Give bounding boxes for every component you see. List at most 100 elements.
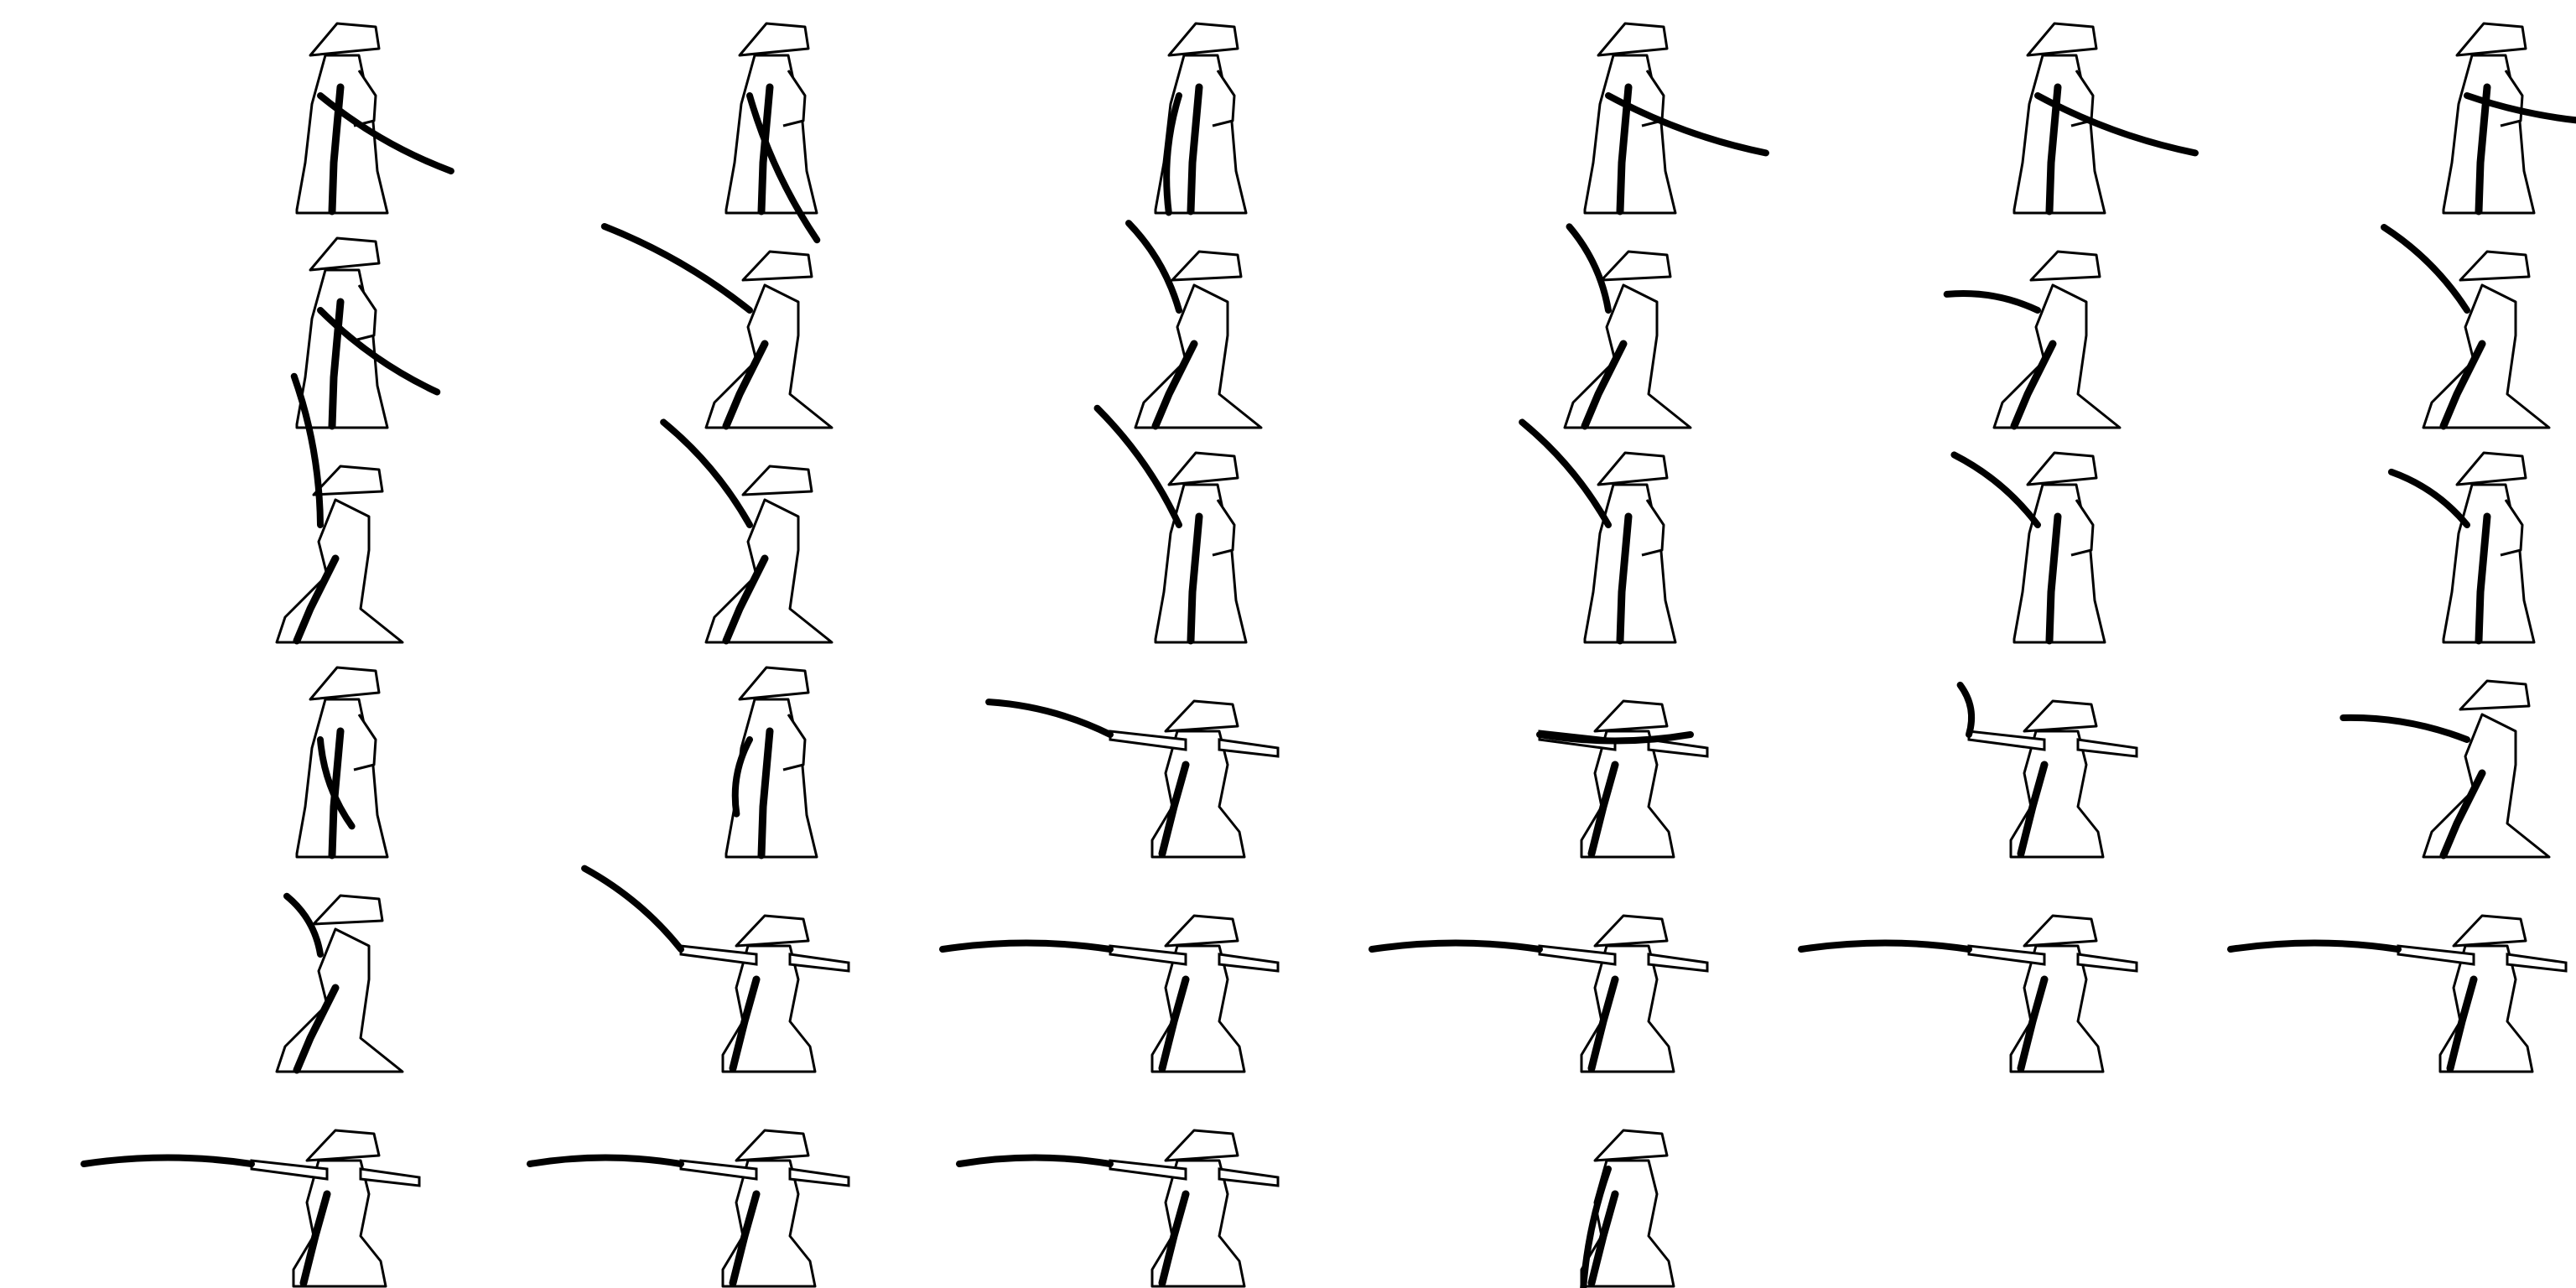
samurai-sprite (1581, 1130, 1674, 1288)
samurai-sprite (1943, 252, 2120, 428)
samurai-sprite (1125, 220, 1261, 428)
arm (1967, 730, 2046, 751)
arm (2506, 953, 2568, 973)
samurai-sprite (1585, 23, 1769, 213)
samurai-sprite (1536, 701, 1709, 857)
sword (290, 372, 324, 528)
sword (527, 1154, 684, 1167)
arm (1109, 730, 1187, 751)
samurai-body (277, 466, 402, 642)
samurai-body (1152, 701, 1244, 857)
samurai-sprite (939, 916, 1280, 1072)
samurai-body (2423, 681, 2549, 857)
samurai-body (2440, 916, 2532, 1072)
sword (1519, 418, 1612, 528)
samurai-sprite (726, 23, 817, 244)
samurai-body (1152, 916, 1244, 1072)
sword (1093, 404, 1182, 528)
samurai-sprite (1956, 681, 2138, 857)
sword (1368, 939, 1543, 953)
samurai-body (706, 466, 832, 642)
samurai-body (723, 916, 815, 1072)
sword (1536, 731, 1694, 745)
samurai-body (1152, 1130, 1244, 1286)
samurai-body (726, 23, 817, 213)
samurai-sprite (2381, 224, 2549, 428)
samurai-sprite (297, 238, 441, 428)
samurai-sprite (2444, 23, 2576, 213)
sword (2227, 939, 2402, 953)
sword (1580, 1166, 1612, 1288)
sword (317, 736, 356, 830)
samurai-body (277, 896, 402, 1072)
sword (1798, 939, 1972, 953)
sword (985, 699, 1114, 738)
sword (80, 1154, 255, 1167)
samurai-sprite (1093, 404, 1246, 642)
sword (939, 939, 1114, 953)
samurai-body (1565, 252, 1690, 428)
samurai-body (706, 252, 832, 428)
samurai-body (297, 23, 387, 213)
sword (283, 892, 324, 958)
sword (2387, 468, 2470, 528)
samurai-sprite (1565, 223, 1690, 428)
samurai-sprite (1156, 23, 1246, 213)
samurai-sprite (2227, 916, 2568, 1072)
arm (2076, 953, 2138, 973)
samurai-body (2014, 453, 2105, 642)
sword (956, 1154, 1114, 1167)
samurai-sprite (985, 699, 1280, 857)
samurai-sprite (2340, 681, 2549, 857)
sword (1125, 220, 1182, 314)
sword (2381, 224, 2470, 314)
sword (581, 865, 684, 953)
samurai-body (1156, 453, 1246, 642)
sword (2464, 92, 2576, 124)
sword (1605, 92, 1769, 157)
samurai-body (293, 1130, 386, 1286)
samurai-sprite (1798, 916, 2138, 1072)
sword (1956, 681, 1976, 738)
samurai-sprite (600, 223, 832, 428)
arm (679, 1159, 758, 1181)
samurai-sprite (581, 865, 850, 1072)
sword (317, 92, 454, 174)
samurai-sprite (2014, 23, 2199, 213)
arm (2397, 944, 2475, 966)
samurai-body (1585, 453, 1675, 642)
samurai-sprite (277, 896, 402, 1072)
arm (250, 1159, 329, 1181)
samurai-body (1135, 252, 1261, 428)
arm (788, 1167, 850, 1187)
samurai-body (297, 667, 387, 857)
samurai-sprite (1368, 916, 1709, 1072)
sword (1943, 289, 2041, 314)
arm (1647, 738, 1709, 758)
samurai-sprite (277, 372, 402, 642)
arm (1218, 738, 1280, 758)
arm (1218, 1167, 1280, 1187)
samurai-sprite (1950, 451, 2105, 642)
samurai-body (2444, 23, 2534, 213)
arm (1538, 944, 1617, 966)
samurai-sprite (660, 418, 832, 642)
arm (788, 953, 850, 973)
sword (600, 223, 753, 314)
samurai-body (1581, 916, 1674, 1072)
samurai-sprite (2387, 453, 2534, 642)
sword (2034, 92, 2199, 157)
samurai-sprite (80, 1130, 421, 1286)
arm (1218, 953, 1280, 973)
samurai-body (2011, 916, 2103, 1072)
samurai-sprite (297, 667, 387, 857)
samurai-body (723, 1130, 815, 1286)
samurai-body (2011, 701, 2103, 857)
sword (2340, 714, 2470, 743)
samurai-sprite (726, 667, 817, 857)
samurai-sprite (527, 1130, 850, 1286)
sword (1163, 92, 1182, 216)
sword (1950, 451, 2041, 528)
